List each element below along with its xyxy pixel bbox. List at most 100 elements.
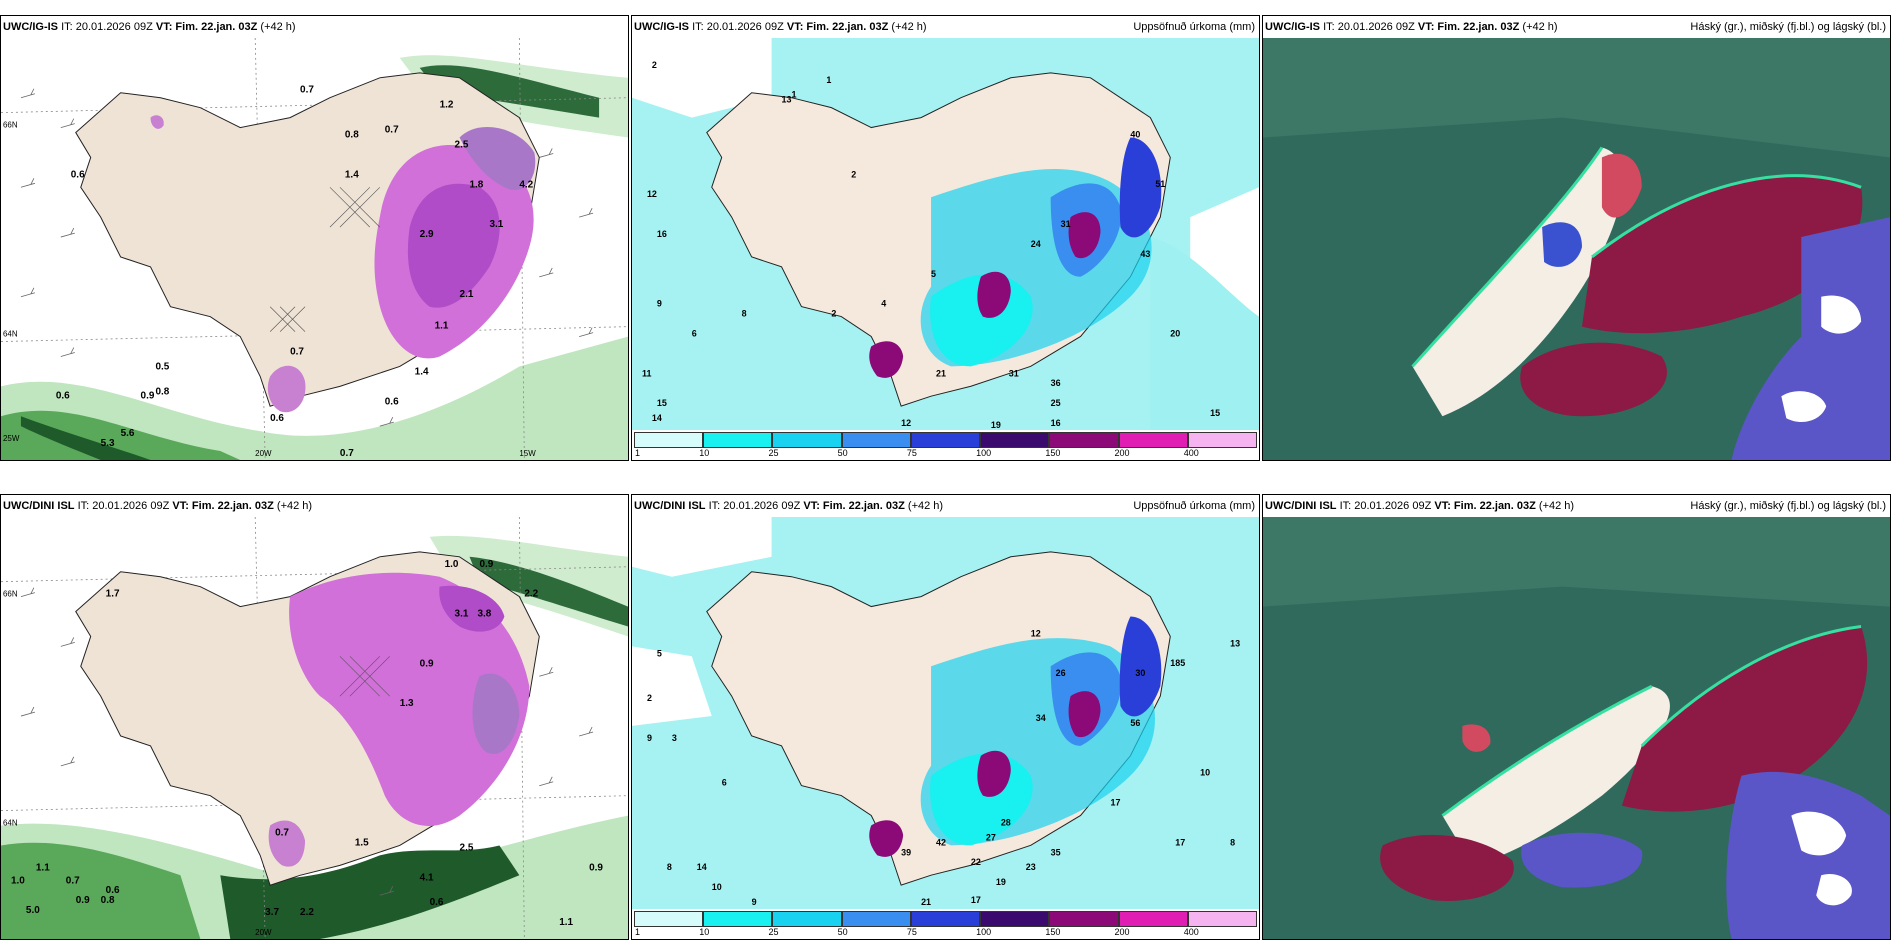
model-name: UWC/IG-IS <box>1265 21 1320 33</box>
precip-label: 22 <box>971 857 981 867</box>
snow-label: 0.7 <box>340 448 354 459</box>
snow-label: 0.6 <box>385 396 399 407</box>
precip-label: 28 <box>1001 817 1011 827</box>
snow-label: 1.7 <box>106 589 120 600</box>
colorbar-tick-label: 10 <box>699 927 710 937</box>
precip-label: 1 <box>791 90 796 100</box>
colorbar-tick-label: 1 <box>635 927 641 937</box>
init-time: IT: 20.01.2026 09Z <box>61 21 153 33</box>
precip-label: 13 <box>1230 638 1240 648</box>
snow-label: 2.9 <box>420 229 434 240</box>
precip-label: 12 <box>901 418 911 428</box>
valid-time: Fim. 22.jan. 03Z <box>175 21 258 33</box>
snow-label: 2.5 <box>460 842 474 853</box>
snow-label: 4.1 <box>420 872 434 883</box>
snow-label: 3.8 <box>477 609 491 620</box>
precip-label: 6 <box>722 778 727 788</box>
snow-label: 4.2 <box>519 179 533 190</box>
snow-label: 1.1 <box>559 917 573 928</box>
snow-label: 0.9 <box>141 390 155 401</box>
colorbar-tick-label: 150 <box>1045 448 1061 458</box>
snow-label: 1.8 <box>470 179 484 190</box>
precip-label: 4 <box>881 299 886 309</box>
lead-time: (+42 h) <box>1522 21 1558 33</box>
precip-label: 17 <box>971 895 981 905</box>
snow-label: 0.9 <box>589 862 603 873</box>
snow-label: 0.7 <box>290 347 304 358</box>
lon-label: 25W <box>3 434 20 443</box>
model-name: UWC/DINI ISL <box>3 500 75 512</box>
colorbar-swatch <box>1118 911 1188 927</box>
precip-label: 5 <box>931 269 936 279</box>
lat-label: 66N <box>3 590 18 599</box>
panel-header: UWC/DINI ISL IT: 20.01.2026 09Z VT: Fim.… <box>632 495 1259 517</box>
precip-label: 34 <box>1036 713 1046 723</box>
colorbar-tick-label: 200 <box>1114 927 1130 937</box>
precip-label: 2 <box>647 693 652 703</box>
precip-label: 31 <box>1009 368 1019 378</box>
lat-label: 64N <box>3 330 18 339</box>
valid-time: Fim. 22.jan. 03Z <box>806 21 889 33</box>
precip-label: 23 <box>1026 862 1036 872</box>
colorbar-tick-label: 50 <box>837 448 848 458</box>
precip-label: 9 <box>657 299 662 309</box>
precip-label: 21 <box>921 897 931 907</box>
colorbar-tick-label: 25 <box>768 927 779 937</box>
snow-label: 1.0 <box>11 875 25 886</box>
precip-label: 14 <box>652 413 662 423</box>
snow-label: 0.6 <box>106 885 120 896</box>
precip-label: 8 <box>667 862 672 872</box>
init-time: IT: 20.01.2026 09Z <box>692 21 784 33</box>
init-time: IT: 20.01.2026 09Z <box>77 500 170 512</box>
snow-label: 0.7 <box>385 125 399 136</box>
model-name: UWC/IG-IS <box>634 21 689 33</box>
snow-wind-map: 1.0 0.9 1.7 3.1 3.8 2.2 1.3 0.9 1.5 2.5 … <box>1 517 628 939</box>
snow-label: 0.7 <box>275 827 289 838</box>
precip-label: 2 <box>652 60 657 70</box>
model-name: UWC/DINI ISL <box>1265 500 1337 512</box>
panel-uwc-igis-snow: UWC/IG-IS IT: 20.01.2026 09Z VT: Fim. 22… <box>0 15 629 461</box>
valid-time-label: VT: <box>786 21 804 33</box>
precip-label: 19 <box>991 420 1001 430</box>
valid-time-label: VT: <box>155 21 173 33</box>
valid-time-label: VT: <box>1417 21 1435 33</box>
panel-uwc-dini-precip: UWC/DINI ISL IT: 20.01.2026 09Z VT: Fim.… <box>631 494 1260 940</box>
precip-label: 9 <box>647 733 652 743</box>
snow-label: 0.6 <box>430 897 444 908</box>
snow-label: 0.5 <box>156 361 170 372</box>
colorbar-tick-label: 100 <box>976 927 992 937</box>
snow-label: 1.0 <box>445 559 459 570</box>
init-time: IT: 20.01.2026 09Z <box>708 500 801 512</box>
panel-header: UWC/IG-IS IT: 20.01.2026 09Z VT: Fim. 22… <box>1 16 628 38</box>
panel-header: UWC/DINI ISL IT: 20.01.2026 09Z VT: Fim.… <box>1 495 628 517</box>
panel-header: UWC/IG-IS IT: 20.01.2026 09Z VT: Fim. 22… <box>1263 16 1890 38</box>
snow-label: 0.6 <box>71 169 85 180</box>
snow-label: 0.6 <box>270 413 284 424</box>
snow-label: 0.8 <box>156 386 170 397</box>
precip-label: 43 <box>1140 249 1150 259</box>
lead-time: (+42 h) <box>907 500 944 512</box>
snow-label: 2.1 <box>460 289 474 300</box>
colorbar-tick-label: 100 <box>976 448 992 458</box>
panel-variable-title: Háský (gr.), miðský (fj.bl.) og lágský (… <box>1690 21 1886 33</box>
snow-label: 0.7 <box>66 875 80 886</box>
snow-label: 1.4 <box>415 366 429 377</box>
lat-label: 64N <box>3 819 18 828</box>
precip-label: 15 <box>657 398 667 408</box>
precip-label: 17 <box>1175 837 1185 847</box>
snow-label: 0.8 <box>345 130 359 141</box>
precip-label: 8 <box>742 309 747 319</box>
colorbar-swatch <box>772 911 842 927</box>
precip-label: 11 <box>642 368 651 378</box>
cloud-map <box>1263 517 1890 939</box>
snow-label: 1.4 <box>345 169 359 180</box>
precip-label: 1 <box>826 75 831 85</box>
valid-time: Fim. 22.jan. 03Z <box>822 500 905 512</box>
colorbar-swatch <box>634 432 704 448</box>
snow-label: 2.2 <box>524 589 538 600</box>
colorbar-swatch <box>1187 432 1257 448</box>
precip-label: 13 <box>782 95 792 105</box>
precip-colorbar: 1 10 25 50 75 100 150 200 400 <box>634 911 1257 937</box>
colorbar-swatch <box>841 911 911 927</box>
precip-label: 35 <box>1051 847 1061 857</box>
